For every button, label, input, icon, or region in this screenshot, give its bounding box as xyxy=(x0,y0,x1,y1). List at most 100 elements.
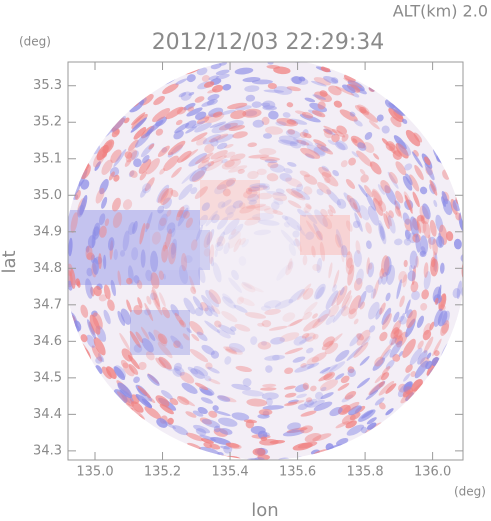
field-cell xyxy=(145,211,153,233)
field-cell xyxy=(110,279,116,297)
field-cell xyxy=(381,125,390,134)
field-cell xyxy=(318,373,333,382)
field-cell xyxy=(169,397,179,406)
field-cell xyxy=(322,336,335,348)
field-cell xyxy=(80,334,88,343)
field-cell xyxy=(402,175,413,191)
field-cell xyxy=(107,299,115,311)
field-cell xyxy=(353,277,363,291)
y-unit: (deg) xyxy=(19,35,51,49)
field-cell xyxy=(199,417,212,425)
field-cell xyxy=(379,342,393,360)
field-cell xyxy=(132,220,138,235)
field-cell xyxy=(350,91,360,98)
field-cell xyxy=(409,264,413,272)
field-cell xyxy=(190,286,197,295)
field-cell xyxy=(145,158,160,175)
field-cell xyxy=(286,86,301,92)
field-cell xyxy=(144,302,154,322)
field-cell xyxy=(365,389,379,400)
field-cell xyxy=(393,135,407,150)
field-cell xyxy=(144,406,162,420)
field-cell xyxy=(397,382,413,398)
field-cell xyxy=(383,256,392,276)
field-cell xyxy=(123,117,130,124)
field-cell xyxy=(144,308,151,316)
y-tick-label: 35.0 xyxy=(33,188,62,203)
field-cell xyxy=(262,105,277,111)
field-cell xyxy=(263,300,282,309)
field-cell xyxy=(265,126,283,135)
field-cell xyxy=(233,304,248,313)
field-cell xyxy=(187,366,199,375)
field-cell xyxy=(179,319,186,328)
field-cell xyxy=(175,78,188,85)
field-cell xyxy=(116,391,131,406)
field-cell xyxy=(252,119,265,128)
field-cell xyxy=(201,202,210,211)
field-cell xyxy=(379,302,386,315)
field-cell xyxy=(323,125,338,134)
field-cell xyxy=(170,304,180,317)
field-cell xyxy=(111,128,120,138)
field-cell xyxy=(247,142,257,148)
field-cell xyxy=(302,288,314,300)
field-cell xyxy=(420,215,425,224)
field-cell xyxy=(349,412,361,421)
field-cell xyxy=(133,304,143,315)
field-cell xyxy=(460,253,463,263)
field-cell xyxy=(352,202,362,219)
field-cell xyxy=(140,326,150,340)
field-cell xyxy=(259,156,280,161)
field-cell xyxy=(267,161,279,169)
field-cell xyxy=(329,361,346,373)
field-cell xyxy=(441,323,450,334)
field-cell xyxy=(410,371,417,378)
field-cell xyxy=(200,397,214,404)
field-cell xyxy=(405,173,413,186)
field-cell xyxy=(349,197,361,213)
field-cell xyxy=(140,249,146,268)
field-cell xyxy=(186,107,203,117)
field-cell xyxy=(269,164,285,173)
field-cell xyxy=(312,333,319,340)
field-cell xyxy=(263,208,278,215)
field-cell xyxy=(385,359,395,370)
field-cell xyxy=(252,212,275,221)
field-cell xyxy=(381,255,390,278)
field-cell xyxy=(398,315,408,325)
field-cell xyxy=(384,185,397,205)
field-cell xyxy=(369,161,382,175)
field-cell xyxy=(95,365,103,374)
field-cell xyxy=(126,299,132,313)
field-cell xyxy=(243,283,264,293)
field-cell xyxy=(285,177,303,188)
field-cell xyxy=(287,200,302,209)
field-cell xyxy=(381,138,390,146)
field-cell xyxy=(257,430,268,439)
field-cell xyxy=(268,325,288,331)
field-cell xyxy=(244,85,260,92)
field-cell xyxy=(289,118,308,125)
field-cell xyxy=(101,366,112,380)
field-cell xyxy=(210,155,227,164)
field-cell xyxy=(359,106,367,114)
field-cell xyxy=(211,123,231,134)
field-cell xyxy=(436,235,445,248)
field-cell xyxy=(206,229,215,245)
field-cell xyxy=(328,262,333,279)
field-cell xyxy=(420,302,428,311)
field-cell xyxy=(318,166,332,178)
field-cell xyxy=(133,344,143,353)
field-cell xyxy=(423,336,434,354)
field-cell xyxy=(230,229,237,236)
field-cell xyxy=(173,340,181,348)
field-cell xyxy=(135,394,153,409)
field-cell xyxy=(381,307,392,325)
field-cell xyxy=(221,199,232,208)
field-cell xyxy=(130,117,147,133)
field-cell xyxy=(215,73,230,80)
field-cell xyxy=(205,362,213,370)
field-cell xyxy=(173,366,185,376)
field-cell xyxy=(157,205,165,214)
